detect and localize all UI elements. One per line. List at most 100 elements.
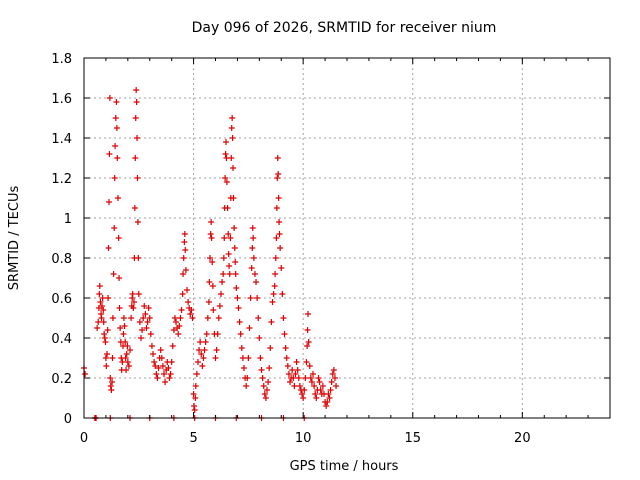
data-point <box>271 283 278 289</box>
data-point <box>214 331 221 337</box>
data-point <box>216 303 223 309</box>
data-point <box>136 319 143 325</box>
data-point <box>306 363 313 369</box>
data-point <box>127 347 134 353</box>
data-point <box>302 375 309 381</box>
data-point <box>143 325 150 331</box>
data-point <box>122 355 129 361</box>
data-point <box>207 255 214 261</box>
data-point <box>277 245 284 251</box>
data-point <box>331 375 338 381</box>
data-point <box>225 251 232 257</box>
data-point <box>115 235 122 241</box>
data-point <box>312 391 319 397</box>
data-point <box>192 383 199 389</box>
data-point <box>140 315 147 321</box>
data-point <box>109 315 116 321</box>
data-point <box>264 387 271 393</box>
data-point <box>120 331 127 337</box>
data-point <box>167 371 174 377</box>
data-point <box>269 299 276 305</box>
grid-lines <box>84 58 610 418</box>
data-point <box>287 379 294 385</box>
y-tick-label: 1.2 <box>51 172 72 187</box>
data-point <box>235 305 242 311</box>
data-point <box>124 359 131 365</box>
data-point <box>251 271 258 277</box>
data-point <box>268 319 275 325</box>
data-point <box>222 151 229 157</box>
data-point <box>224 205 231 211</box>
data-point <box>229 135 236 141</box>
data-point <box>137 335 144 341</box>
data-point <box>130 299 137 305</box>
data-point <box>132 115 139 121</box>
data-point <box>187 311 194 317</box>
data-point <box>279 291 286 297</box>
data-point <box>97 299 104 305</box>
x-tick-label: 0 <box>80 431 88 446</box>
data-point <box>283 355 290 361</box>
data-point <box>199 363 206 369</box>
data-point <box>134 175 141 181</box>
data-point <box>244 375 251 381</box>
data-point <box>125 363 132 369</box>
data-point <box>225 231 232 237</box>
data-point <box>275 195 282 201</box>
data-point <box>293 359 300 365</box>
data-point <box>315 375 322 381</box>
data-point <box>226 263 233 269</box>
data-point <box>182 247 189 253</box>
data-point <box>324 399 331 405</box>
data-point <box>192 395 199 401</box>
data-point <box>98 303 105 309</box>
data-point <box>316 379 323 385</box>
data-point <box>267 345 274 351</box>
data-point <box>135 255 142 261</box>
data-point <box>304 343 311 349</box>
data-point <box>112 115 119 121</box>
data-point <box>262 395 269 401</box>
data-point <box>114 155 121 161</box>
data-point <box>210 307 217 313</box>
data-point <box>249 245 256 251</box>
data-point <box>106 151 113 157</box>
y-axis-label: SRMTID / TECUs <box>7 186 22 291</box>
data-point <box>217 291 224 297</box>
y-tick-label: 1.4 <box>51 132 72 147</box>
data-point <box>111 225 118 231</box>
data-point <box>253 279 260 285</box>
data-point <box>179 291 186 297</box>
data-point <box>209 283 216 289</box>
data-point <box>296 383 303 389</box>
data-point <box>113 125 120 131</box>
data-point <box>290 375 297 381</box>
x-tick-label: 15 <box>404 431 421 446</box>
data-point <box>254 295 261 301</box>
data-points <box>81 87 340 421</box>
data-point <box>223 179 230 185</box>
data-point <box>158 355 165 361</box>
x-tick-labels: 0 5 10 15 20 <box>80 431 531 446</box>
data-point <box>311 383 318 389</box>
data-point <box>139 327 146 333</box>
data-point <box>208 235 215 241</box>
data-point <box>204 315 211 321</box>
y-tick-label: 0 <box>64 412 72 427</box>
data-point <box>308 379 315 385</box>
data-point <box>175 331 182 337</box>
chart-title: Day 096 of 2026, SRMTID for receiver niu… <box>192 20 497 36</box>
data-point <box>246 325 253 331</box>
data-point <box>272 271 279 277</box>
data-point <box>282 345 289 351</box>
data-point <box>231 225 238 231</box>
data-point <box>317 387 324 393</box>
data-point <box>173 319 180 325</box>
data-point <box>250 255 257 261</box>
data-point <box>220 255 227 261</box>
data-point <box>198 351 205 357</box>
data-point <box>330 367 337 373</box>
data-point <box>303 359 310 365</box>
